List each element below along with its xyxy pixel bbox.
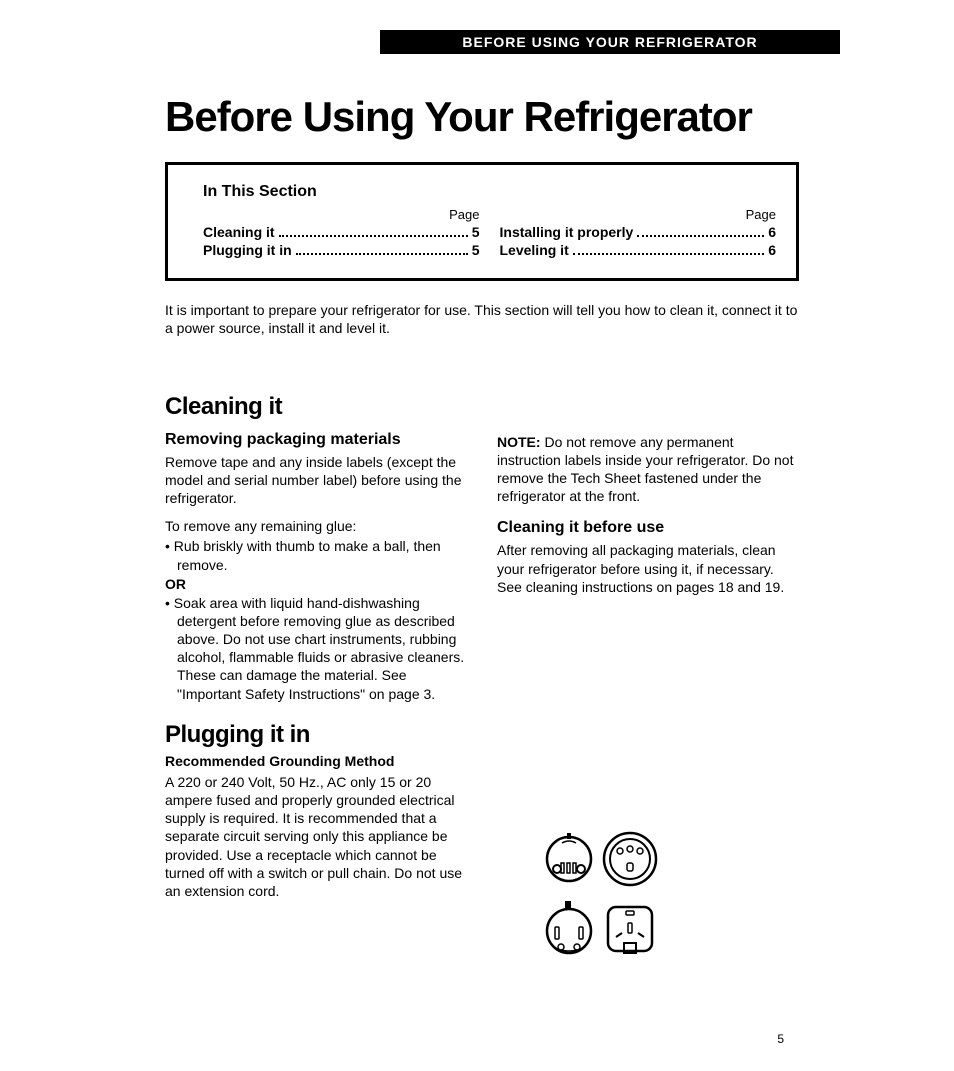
in-this-section-box: In This Section Page Cleaning it 5 Plugg…: [165, 162, 799, 281]
toc-label: Cleaning it: [203, 224, 275, 240]
toc-label: Installing it properly: [500, 224, 634, 240]
toc-label: Leveling it: [500, 242, 569, 258]
cleaning-heading: Cleaning it: [165, 393, 799, 421]
page-title: Before Using Your Refrigerator: [165, 94, 799, 140]
toc-row: Leveling it 6: [500, 242, 777, 258]
toc-page-label-left: Page: [203, 207, 480, 222]
note-body: Do not remove any permanent instruction …: [497, 434, 793, 505]
header-bar: BEFORE USING YOUR REFRIGERATOR: [380, 30, 840, 54]
plug-diagram-icon: [517, 826, 799, 971]
body-text: Remove tape and any inside labels (excep…: [165, 453, 467, 508]
plugging-heading: Plugging it in: [165, 721, 467, 749]
toc-row: Plugging it in 5: [203, 242, 480, 258]
cleaning-before-use-heading: Cleaning it before use: [497, 519, 799, 537]
grounding-subheading: Recommended Grounding Method: [165, 753, 467, 769]
toc-row: Installing it properly 6: [500, 224, 777, 240]
toc-page-label-right: Page: [500, 207, 777, 222]
toc-page: 5: [472, 242, 480, 258]
note-label: NOTE:: [497, 434, 541, 450]
removing-packaging-heading: Removing packaging materials: [165, 431, 467, 449]
toc-row: Cleaning it 5: [203, 224, 480, 240]
bullet-item: Rub briskly with thumb to make a ball, t…: [165, 537, 467, 573]
section-box-title: In This Section: [203, 183, 480, 201]
toc-label: Plugging it in: [203, 242, 292, 258]
or-separator: OR: [165, 576, 467, 592]
bullet-item: Soak area with liquid hand-dishwashing d…: [165, 594, 467, 703]
intro-paragraph: It is important to prepare your refriger…: [165, 301, 799, 337]
toc-page: 5: [472, 224, 480, 240]
page-number: 5: [777, 1032, 784, 1046]
body-text: To remove any remaining glue:: [165, 517, 467, 535]
toc-page: 6: [768, 242, 776, 258]
toc-page: 6: [768, 224, 776, 240]
body-text: After removing all packaging materials, …: [497, 541, 799, 596]
body-text: A 220 or 240 Volt, 50 Hz., AC only 15 or…: [165, 773, 467, 900]
note-text: NOTE: Do not remove any permanent instru…: [497, 433, 799, 506]
